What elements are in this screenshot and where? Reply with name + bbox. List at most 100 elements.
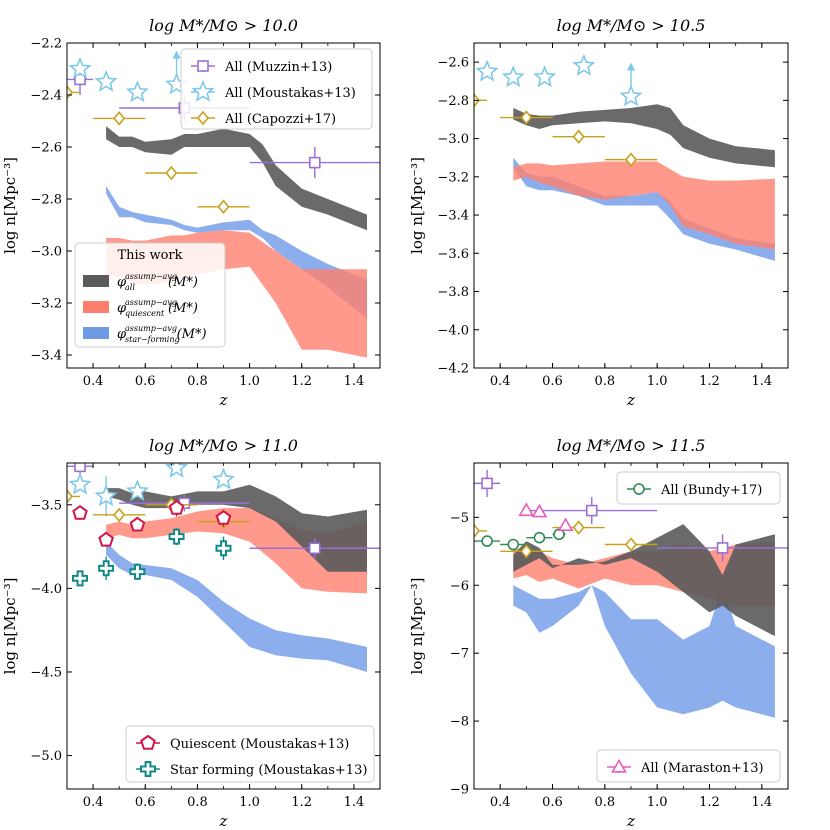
legend-tail: (M*) bbox=[168, 301, 198, 316]
point-capozzi bbox=[520, 110, 533, 125]
y-tick-label: −2.6 bbox=[437, 56, 469, 71]
y-tick-label: −4.0 bbox=[30, 582, 62, 597]
legend: All (Maraston+13) bbox=[596, 749, 781, 783]
plot-area bbox=[474, 469, 788, 718]
legend-box bbox=[596, 749, 781, 783]
point-moustakas_all bbox=[501, 65, 525, 88]
point-moustakas_all bbox=[164, 463, 189, 478]
point-moustakas_all bbox=[475, 59, 499, 82]
plot-area bbox=[474, 53, 775, 261]
y-tick-label: −8 bbox=[450, 715, 469, 730]
point-mou_sf bbox=[129, 563, 146, 580]
legend-marker-mou_sf bbox=[140, 761, 156, 777]
y-axis-label: log n[Mpc⁻³] bbox=[1, 157, 19, 254]
point-mou_sf bbox=[98, 560, 115, 577]
point-moustakas_all bbox=[125, 479, 149, 502]
x-axis-label: z bbox=[219, 812, 228, 830]
point-mou_q bbox=[129, 516, 146, 532]
chart-title: log M*/M⊙ > 11.0 bbox=[149, 436, 298, 455]
legend-sub: star−forming bbox=[125, 335, 180, 344]
band-star-forming bbox=[106, 541, 367, 672]
x-axis-label: z bbox=[626, 812, 635, 830]
point-maraston bbox=[518, 502, 535, 517]
legend-label: φ bbox=[117, 275, 127, 290]
legend-label: φ bbox=[117, 327, 127, 342]
legend-marker-maraston bbox=[611, 758, 627, 773]
point-capozzi bbox=[520, 544, 533, 559]
y-axis-label: log n[Mpc⁻³] bbox=[1, 578, 19, 675]
point-capozzi bbox=[113, 111, 126, 126]
band-all bbox=[106, 126, 367, 231]
y-tick-label: −3.2 bbox=[30, 297, 62, 312]
x-tick-label: 0.4 bbox=[83, 374, 104, 389]
x-tick-label: 0.6 bbox=[135, 374, 156, 389]
legend-label: All (Maraston+13) bbox=[640, 761, 764, 776]
legend-swatch bbox=[83, 327, 109, 339]
x-tick-label: 1.0 bbox=[239, 374, 260, 389]
point-moustakas_all bbox=[68, 56, 92, 79]
point-moustakas_all bbox=[619, 84, 643, 107]
y-tick-label: −2.8 bbox=[437, 94, 469, 109]
x-tick-label: 1.4 bbox=[751, 374, 772, 389]
x-tick-label: 0.4 bbox=[490, 795, 511, 810]
legend-label: All (Capozzi+17) bbox=[224, 112, 336, 127]
point-bundy bbox=[507, 538, 520, 551]
band-star-forming bbox=[513, 585, 775, 718]
y-tick-label: −7 bbox=[450, 647, 469, 662]
y-tick-label: −3.4 bbox=[30, 349, 62, 364]
y-tick-label: −4.2 bbox=[437, 362, 469, 377]
legend-marker-moustakas_all bbox=[191, 79, 215, 102]
point-capozzi bbox=[474, 523, 481, 539]
point-mou_q bbox=[72, 504, 88, 520]
legend-box bbox=[616, 471, 781, 505]
x-tick-label: 0.8 bbox=[187, 374, 208, 389]
point-capozzi bbox=[572, 520, 585, 535]
arrowhead-moustakas_all bbox=[627, 62, 635, 71]
y-tick-label: −3.6 bbox=[437, 247, 469, 262]
y-tick-label: −5.0 bbox=[30, 749, 62, 764]
x-axis-label: z bbox=[219, 391, 228, 409]
x-tick-label: 1.0 bbox=[239, 795, 260, 810]
legend-marker-muzzin bbox=[197, 60, 209, 72]
x-tick-label: 0.8 bbox=[187, 795, 208, 810]
point-muzzin bbox=[74, 463, 86, 473]
y-axis-label: log n[Mpc⁻³] bbox=[408, 157, 426, 254]
x-tick-label: 0.4 bbox=[83, 795, 104, 810]
legend-label: Star forming (Moustakas+13) bbox=[170, 763, 367, 778]
legend-swatch bbox=[83, 301, 109, 313]
x-tick-label: 1.4 bbox=[344, 374, 365, 389]
point-muzzin bbox=[585, 504, 598, 517]
point-maraston bbox=[531, 503, 548, 518]
panel-4: 0.4 0.6 0.8 1.0 1.2 1.4 −5 −6 −7 −8 −9 log M*/M⊙ > … bbox=[408, 436, 789, 830]
point-mou_sf bbox=[72, 570, 88, 587]
x-tick-label: 1.2 bbox=[291, 795, 312, 810]
legend-sub: quiescent bbox=[125, 309, 165, 318]
chart-title: log M*/M⊙ > 10.0 bbox=[149, 16, 298, 35]
x-tick-label: 0.8 bbox=[594, 795, 615, 810]
legend-label: All (Moustakas+13) bbox=[224, 86, 356, 101]
x-tick-label: 1.4 bbox=[751, 795, 772, 810]
legend-sup: assump−avg bbox=[125, 298, 177, 307]
point-moustakas_all bbox=[533, 65, 557, 88]
point-maraston bbox=[557, 517, 574, 531]
point-capozzi bbox=[624, 152, 638, 167]
chart-title: log M*/M⊙ > 10.5 bbox=[557, 16, 706, 35]
y-tick-label: −6 bbox=[450, 579, 469, 594]
band-all bbox=[513, 104, 775, 168]
y-tick-label: −9 bbox=[450, 783, 469, 798]
y-tick-label: −2.4 bbox=[30, 89, 62, 104]
y-tick-label: −2.8 bbox=[30, 193, 62, 208]
x-tick-label: 1.2 bbox=[699, 795, 720, 810]
point-moustakas_all bbox=[212, 467, 235, 490]
x-tick-label: 1.4 bbox=[344, 795, 365, 810]
point-mou_sf bbox=[168, 528, 185, 545]
point-muzzin bbox=[308, 156, 321, 169]
legend-swatch bbox=[83, 275, 109, 287]
y-tick-label: −3.0 bbox=[437, 132, 469, 147]
legend-marker-capozzi bbox=[196, 110, 210, 126]
x-tick-label: 1.2 bbox=[699, 374, 720, 389]
y-tick-label: −5 bbox=[450, 511, 469, 526]
legend: All (Muzzin+13) All (Moustakas+13) All (Ca… bbox=[180, 48, 373, 130]
